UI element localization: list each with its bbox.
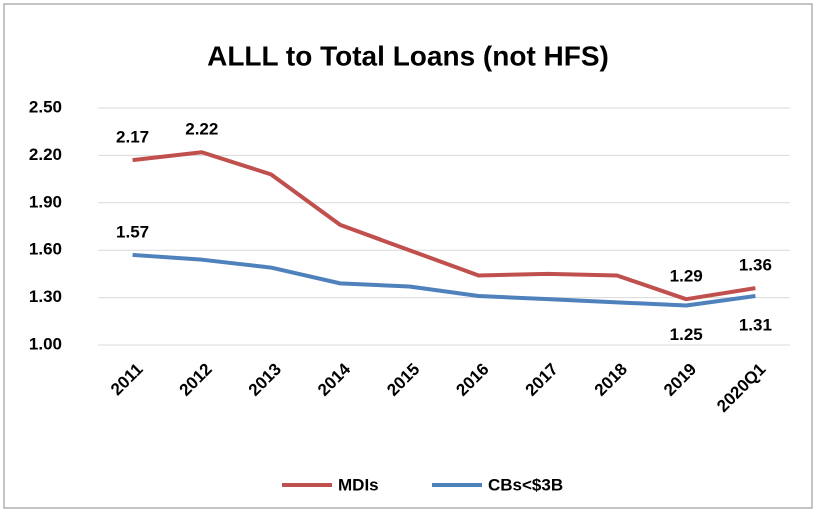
data-label: 2.17 — [116, 128, 149, 147]
data-label: 1.36 — [739, 256, 772, 275]
chart-title: ALLL to Total Loans (not HFS) — [207, 40, 609, 71]
data-label: 1.31 — [739, 316, 772, 335]
y-tick-label: 1.90 — [29, 192, 62, 211]
y-tick-label: 1.60 — [29, 240, 62, 259]
y-tick-label: 1.30 — [29, 287, 62, 306]
data-label: 2.22 — [185, 120, 218, 139]
data-label: 1.57 — [116, 222, 149, 241]
line — [132, 252, 756, 308]
line — [132, 150, 756, 302]
data-label: 1.25 — [670, 325, 703, 344]
y-tick-label: 1.00 — [29, 334, 62, 353]
chart-border — [3, 3, 813, 509]
legend-label: CBs<$3B — [488, 475, 563, 494]
data-label: 1.29 — [670, 267, 703, 286]
y-tick-label: 2.20 — [29, 145, 62, 164]
y-tick-label: 2.50 — [29, 97, 62, 116]
legend-label: MDIs — [338, 475, 379, 494]
